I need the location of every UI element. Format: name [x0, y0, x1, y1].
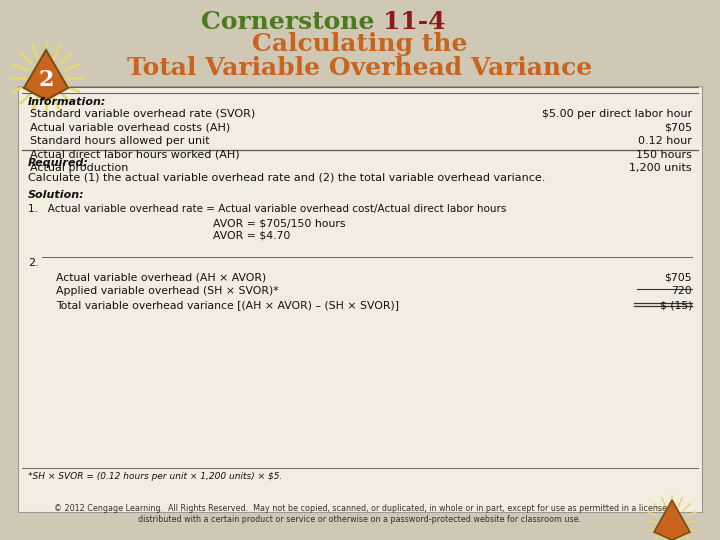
Text: Information:: Information: — [28, 97, 107, 107]
Text: Required:: Required: — [28, 158, 89, 168]
Text: 1,200 units: 1,200 units — [629, 163, 692, 173]
Text: AVOR = $705/150 hours: AVOR = $705/150 hours — [213, 218, 346, 228]
Text: Actual variable overhead (AH × AVOR): Actual variable overhead (AH × AVOR) — [56, 272, 266, 282]
Text: 1.   Actual variable overhead rate = Actual variable overhead cost/Actual direct: 1. Actual variable overhead rate = Actua… — [28, 204, 506, 214]
Text: Standard variable overhead rate (SVOR): Standard variable overhead rate (SVOR) — [30, 109, 256, 119]
Text: Calculate (1) the actual variable overhead rate and (2) the total variable overh: Calculate (1) the actual variable overhe… — [28, 172, 545, 182]
Text: 2.: 2. — [28, 258, 39, 268]
Text: Actual variable overhead costs (AH): Actual variable overhead costs (AH) — [30, 123, 230, 132]
Text: 150 hours: 150 hours — [636, 150, 692, 159]
Text: *SH × SVOR = (0.12 hours per unit × 1,200 units) × $5.: *SH × SVOR = (0.12 hours per unit × 1,20… — [28, 472, 282, 481]
Text: 720: 720 — [671, 286, 692, 296]
Text: AVOR = $4.70: AVOR = $4.70 — [213, 231, 290, 241]
Text: Cornerstone: Cornerstone — [201, 10, 383, 34]
Text: Calculating the: Calculating the — [252, 32, 468, 56]
Text: $705: $705 — [664, 123, 692, 132]
Text: Total variable overhead variance [(AH × AVOR) – (SH × SVOR)]: Total variable overhead variance [(AH × … — [56, 300, 399, 310]
Text: $705: $705 — [665, 272, 692, 282]
Text: Standard hours allowed per unit: Standard hours allowed per unit — [30, 136, 210, 146]
Text: 2: 2 — [38, 69, 54, 91]
Text: Actual production: Actual production — [30, 163, 128, 173]
Text: 0.12 hour: 0.12 hour — [638, 136, 692, 146]
FancyBboxPatch shape — [18, 86, 702, 512]
Text: Total Variable Overhead Variance: Total Variable Overhead Variance — [127, 56, 593, 80]
Polygon shape — [654, 500, 690, 540]
Text: Solution:: Solution: — [28, 190, 85, 200]
Text: $5.00 per direct labor hour: $5.00 per direct labor hour — [542, 109, 692, 119]
Text: © 2012 Cengage Learning.  All Rights Reserved.  May not be copied, scanned, or d: © 2012 Cengage Learning. All Rights Rese… — [53, 504, 667, 524]
Polygon shape — [24, 50, 68, 100]
Text: $ (15): $ (15) — [660, 300, 692, 310]
Text: Applied variable overhead (SH × SVOR)*: Applied variable overhead (SH × SVOR)* — [56, 286, 279, 296]
Text: 11-4: 11-4 — [383, 10, 446, 34]
Text: Actual direct labor hours worked (AH): Actual direct labor hours worked (AH) — [30, 150, 240, 159]
